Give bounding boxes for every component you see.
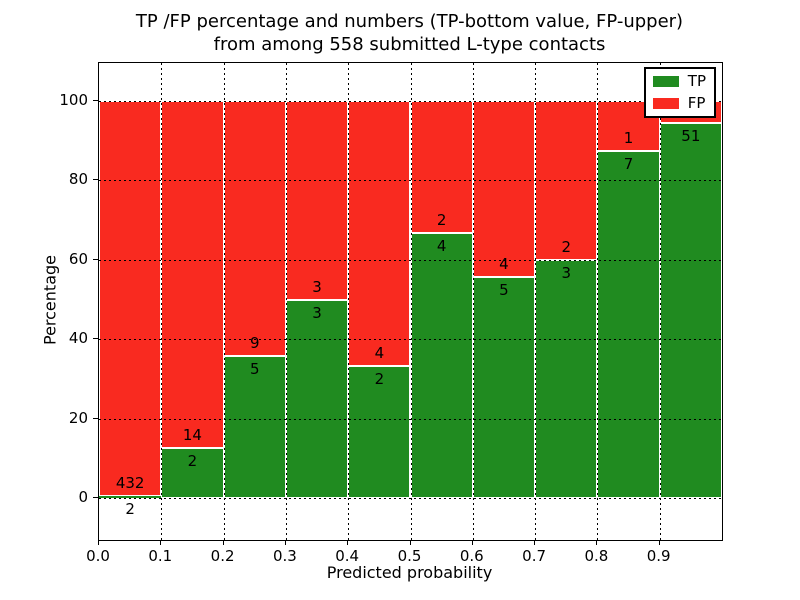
legend-item-fp: FP [652,94,706,112]
x-tick-mark [284,540,286,545]
fp-bar-segment [285,101,349,300]
fp-count-label: 2 [561,237,572,256]
x-gridline [597,63,599,540]
x-gridline [410,63,412,540]
x-tick-label: 0.2 [210,547,235,565]
tp-count-label: 3 [561,263,572,282]
fp-count-label: 4 [374,343,385,362]
x-tick-mark [596,540,598,545]
chart-title: TP /FP percentage and numbers (TP-bottom… [98,10,721,56]
fp-bar-segment [161,101,224,449]
tp-bar-segment [410,233,473,498]
x-tick-mark [160,540,162,545]
y-tick-mark [93,179,98,181]
tp-count-label: 5 [499,281,509,300]
x-tick-label: 0.5 [397,547,422,565]
tp-count-label: 3 [312,303,322,322]
fp-count-label: 9 [249,334,260,353]
tp-count-label: 4 [436,237,447,256]
x-tick-label: 0.3 [272,547,297,565]
x-tick-label: 0.7 [522,547,547,565]
x-tick-label: 0.6 [459,547,484,565]
y-tick-mark [93,338,98,340]
tp-bar-segment [659,123,722,498]
fp-count-label: 14 [182,426,202,445]
x-gridline [161,63,163,540]
x-gridline [472,63,474,540]
fp-count-label: 432 [115,474,145,493]
x-tick-mark [658,540,660,545]
x-gridline [659,63,661,540]
tp-bar-segment [472,277,536,498]
tp-count-label: 2 [125,500,135,519]
tp-count-label: 51 [681,127,701,146]
tp-bar-segment [597,150,660,498]
y-tick-mark [93,417,98,419]
fp-count-label: 4 [499,255,509,274]
fp-count-label: 3 [312,277,322,296]
x-gridline [223,63,225,540]
chart-title-line1: TP /FP percentage and numbers (TP-bottom… [135,11,684,32]
x-tick-label: 0.8 [584,547,609,565]
y-tick-label: 20 [68,408,88,427]
legend-label-fp: FP [687,94,706,112]
tp-bar-segment [285,299,349,498]
tp-count-label: 5 [249,360,260,379]
fp-bar-segment [472,101,536,278]
x-tick-label: 0.0 [86,547,110,565]
x-tick-mark [471,540,473,545]
legend-item-tp: TP [652,72,706,90]
tp-bar-segment [223,356,286,498]
y-tick-mark [93,496,98,498]
y-tick-label: 0 [78,487,88,506]
x-tick-mark [347,540,349,545]
x-gridline [535,63,537,540]
tp-swatch-icon [652,76,679,87]
y-tick-label: 60 [68,249,88,268]
fp-count-label: 2 [436,211,447,230]
fp-bar-segment [223,101,286,357]
fp-swatch-icon [652,98,679,109]
y-tick-label: 100 [59,91,88,110]
y-tick-mark [93,100,98,102]
x-tick-label: 0.4 [335,547,360,565]
y-tick-mark [93,258,98,260]
x-gridline [285,63,287,540]
x-tick-mark [222,540,224,545]
fp-bar-segment [99,101,162,497]
tp-count-label: 2 [187,452,198,471]
y-tick-label: 80 [68,170,88,189]
legend-label-tp: TP [687,72,706,90]
y-tick-label: 40 [68,329,88,348]
x-tick-mark [534,540,536,545]
x-tick-label: 0.9 [646,547,671,565]
legend: TP FP [643,67,716,118]
tp-bar-segment [348,365,411,498]
tp-bar-segment [535,259,598,498]
x-tick-label: 0.1 [148,547,173,565]
chart-title-line2: from among 558 submitted L-type contacts [213,34,606,56]
x-tick-mark [98,540,99,545]
fp-bar-segment [348,101,411,366]
tp-count-label: 7 [623,154,634,173]
x-tick-mark [409,540,411,545]
x-axis-label: Predicted probability [326,563,493,582]
tp-count-label: 2 [374,369,385,388]
fp-count-label: 1 [623,128,634,147]
x-gridline [348,63,350,540]
tp-bar-segment [99,496,162,498]
plot-area: TP FP 432 2 14 2 9 5 3 3 4 2 2 4 4 5 2 3 1 7 51 [98,62,723,541]
